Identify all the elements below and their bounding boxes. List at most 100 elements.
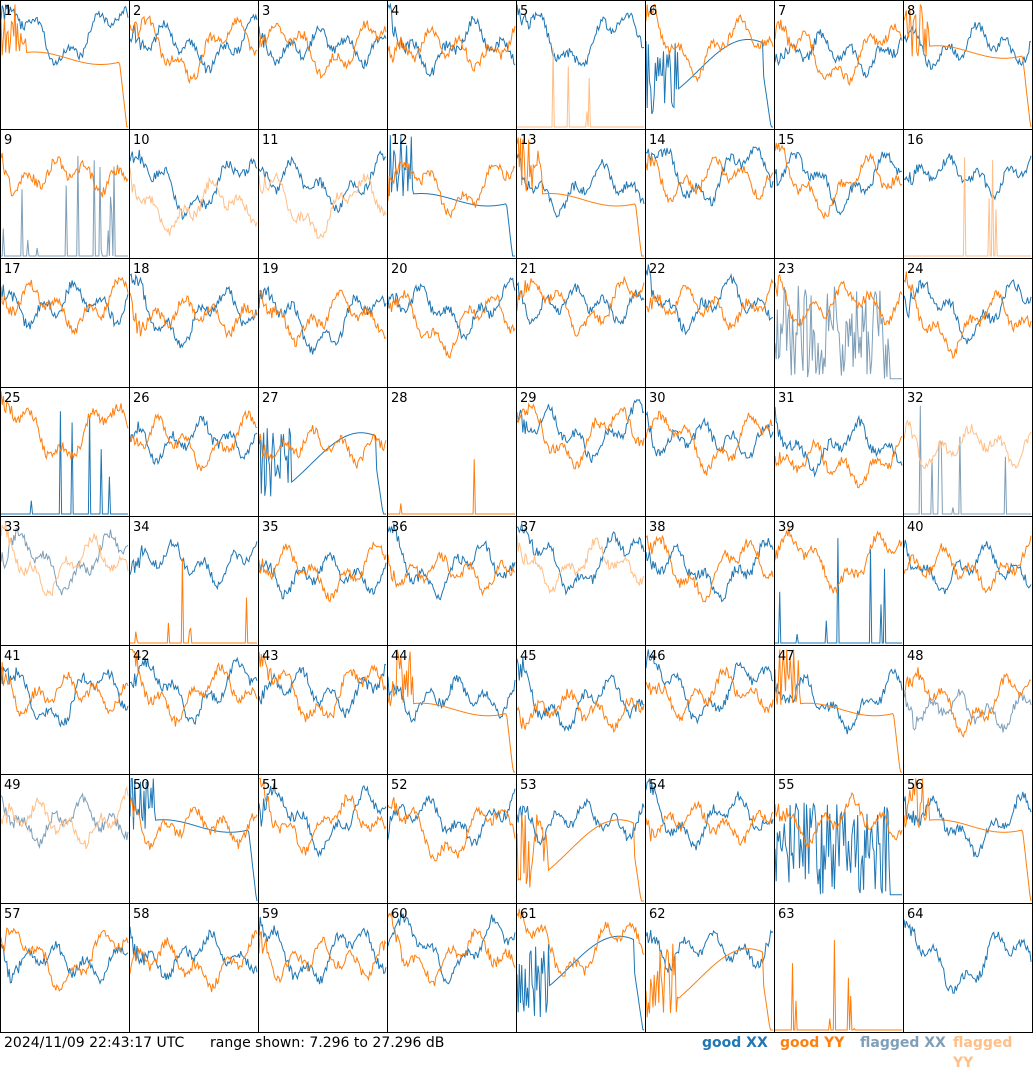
- legend-good-yy: good YY: [780, 1035, 845, 1051]
- tile-label: 11: [262, 133, 279, 148]
- tile-58-xx-line: [129, 926, 258, 980]
- tile-51: 51: [258, 778, 387, 858]
- tile-35: 35: [258, 520, 387, 603]
- tile-3-yy-line: [258, 19, 387, 79]
- tile-43-xx-line: [258, 663, 387, 719]
- tile-4-yy-line: [387, 25, 516, 72]
- tile-42-yy-line: [130, 649, 258, 727]
- tile-label: 12: [391, 133, 408, 148]
- tile-39: 39: [774, 520, 903, 644]
- tile-40-yy-line: [903, 535, 1032, 594]
- tile-label: 36: [391, 520, 408, 535]
- tile-21: 21: [516, 262, 645, 337]
- tile-label: 6: [649, 4, 657, 19]
- tile-label: 54: [649, 778, 666, 793]
- tile-label: 14: [649, 133, 666, 148]
- tile-53-xx-line: [516, 797, 645, 846]
- tile-44-xx-line: [387, 675, 516, 723]
- tile-label: 28: [391, 391, 408, 406]
- tile-33-yy-line: [0, 522, 129, 597]
- tile-label: 57: [4, 907, 21, 922]
- tile-19: 19: [258, 262, 387, 355]
- tile-42: 42: [129, 649, 258, 727]
- tile-25-xx-line: [1, 411, 128, 515]
- tile-label: 9: [4, 133, 12, 148]
- tile-44: 44: [387, 649, 516, 773]
- tile-13-yy-line: [516, 137, 644, 257]
- tile-label: 43: [262, 649, 279, 664]
- tile-16-yy-line: [904, 157, 1031, 257]
- tile-6-xx-line: [645, 39, 773, 128]
- tile-label: 20: [391, 262, 408, 277]
- tile-47-xx-line: [774, 668, 903, 735]
- tile-label: 38: [649, 520, 666, 535]
- tile-46-yy-line: [645, 666, 774, 722]
- tile-37-yy-line: [516, 534, 645, 595]
- tile-30-xx-line: [645, 410, 774, 459]
- tile-label: 21: [520, 262, 537, 277]
- tile-1-yy-line: [0, 4, 129, 128]
- tile-3-xx-line: [258, 25, 387, 70]
- tile-45-yy-line: [516, 688, 645, 733]
- tile-49: 49: [0, 778, 129, 850]
- tile-46-xx-line: [645, 649, 774, 725]
- tile-8-yy-line: [903, 4, 1032, 128]
- tile-2: 2: [129, 4, 258, 85]
- tile-29-yy-line: [516, 402, 645, 470]
- tile-16: 16: [903, 133, 1032, 257]
- tile-25-yy-line: [0, 391, 129, 461]
- tile-20-yy-line: [387, 290, 516, 359]
- tile-18-yy-line: [129, 292, 258, 339]
- tile-23-yy-line: [774, 274, 903, 327]
- tile-label: 63: [778, 907, 795, 922]
- tile-label: 51: [262, 778, 279, 793]
- tile-55-yy-line: [774, 792, 903, 848]
- tile-21-yy-line: [516, 275, 645, 337]
- tile-56-yy-line: [903, 778, 1032, 902]
- tile-62: 62: [645, 907, 774, 1031]
- tile-40: 40: [903, 520, 1032, 595]
- tile-10-xx-line: [129, 149, 258, 221]
- tile-28-yy-line: [388, 459, 515, 515]
- tile-59-xx-line: [258, 916, 387, 985]
- tile-38-yy-line: [645, 534, 774, 603]
- tile-39-xx-line: [775, 538, 902, 644]
- tile-label: 46: [649, 649, 666, 664]
- tile-label: 42: [133, 649, 150, 664]
- tile-label: 24: [907, 262, 924, 277]
- tile-label: 56: [907, 778, 924, 793]
- tile-label: 27: [262, 391, 279, 406]
- tile-18-xx-line: [129, 273, 258, 349]
- tile-label: 44: [391, 649, 408, 664]
- tile-label: 22: [649, 262, 666, 277]
- tile-26-yy-line: [129, 409, 258, 472]
- tile-60: 60: [387, 907, 516, 987]
- tile-30: 30: [645, 391, 774, 476]
- tile-25: 25: [0, 391, 129, 515]
- tile-34-yy-line: [130, 558, 257, 644]
- tile-61: 61: [516, 907, 645, 1031]
- tile-14-yy-line: [645, 154, 774, 204]
- tile-12-xx-line: [387, 135, 515, 257]
- tile-label: 3: [262, 4, 270, 19]
- tile-label: 61: [520, 907, 537, 922]
- tile-label: 7: [778, 4, 786, 19]
- tile-37: 37: [516, 520, 645, 596]
- tile-11-xx-line: [258, 150, 387, 214]
- tile-6: 6: [645, 3, 774, 128]
- tile-label: 34: [133, 520, 150, 535]
- tile-label: 64: [907, 907, 924, 922]
- legend-flagged-yy: flagged YY: [953, 1035, 1013, 1071]
- tile-5-xx-line: [516, 4, 645, 68]
- tile-label: 10: [133, 133, 150, 148]
- tile-42-xx-line: [129, 656, 258, 726]
- tile-44-yy-line: [387, 649, 515, 773]
- tile-64: 64: [903, 907, 1032, 994]
- tile-13: 13: [516, 133, 645, 257]
- timestamp: 2024/11/09 22:43:17 UTC: [4, 1035, 185, 1051]
- tile-5-yy-line: [517, 47, 644, 128]
- legend-flagged-xx: flagged XX: [860, 1035, 946, 1051]
- tile-43: 43: [258, 649, 387, 723]
- tile-31-yy-line: [774, 435, 903, 489]
- legend-good-xx: good XX: [702, 1035, 768, 1051]
